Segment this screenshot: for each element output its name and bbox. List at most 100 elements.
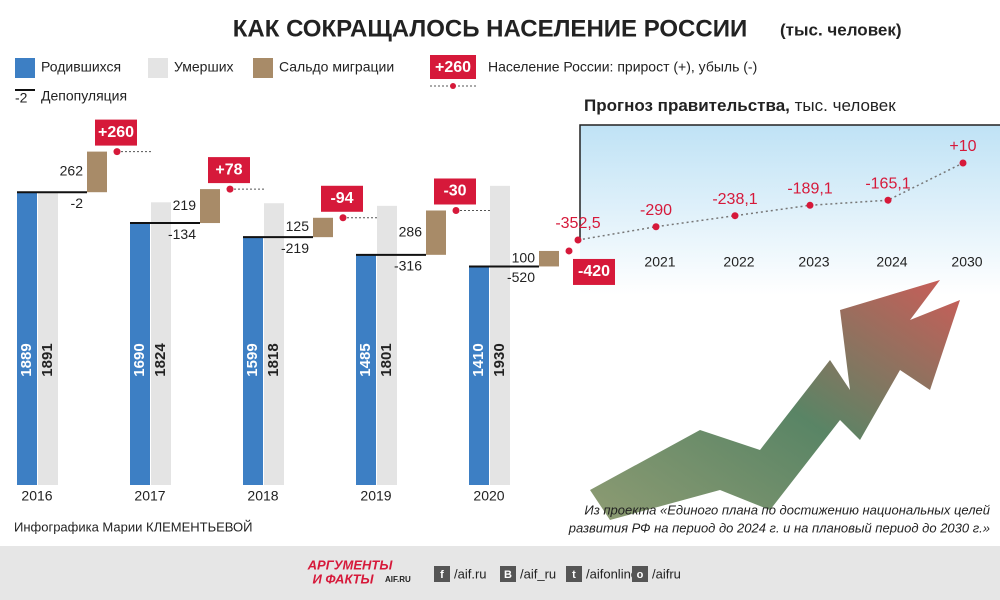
change-box bbox=[573, 258, 615, 285]
source: развития РФ на период до 2024 г. и на пл… bbox=[568, 520, 990, 535]
births-label: 1410 bbox=[470, 343, 487, 376]
social-icon-letter: t bbox=[572, 569, 576, 581]
change-label: -30 bbox=[443, 183, 466, 200]
year-label: 2019 bbox=[360, 488, 391, 504]
depopulation-label: -2 bbox=[71, 195, 84, 211]
crowd-arrow bbox=[590, 280, 960, 520]
social-icon-letter: o bbox=[637, 569, 644, 581]
bar-births bbox=[130, 223, 150, 486]
legend-label: Умерших bbox=[174, 59, 234, 75]
deaths-label: 1824 bbox=[152, 343, 169, 377]
social-icon bbox=[566, 566, 582, 582]
change-dot bbox=[339, 214, 347, 222]
forecast-title-main: Прогноз правительства, bbox=[584, 96, 790, 115]
bar-deaths bbox=[490, 185, 510, 485]
forecast-line bbox=[577, 162, 964, 241]
bar-deaths bbox=[151, 202, 171, 485]
legend-label: Депопуляция bbox=[41, 88, 127, 104]
forecast-dot bbox=[806, 201, 814, 209]
legend-swatch bbox=[148, 58, 168, 78]
bar-deaths bbox=[38, 191, 58, 485]
forecast-label: -352,5 bbox=[555, 215, 600, 232]
bar-births bbox=[243, 237, 263, 485]
bar-migration bbox=[539, 250, 559, 267]
forecast-dot bbox=[959, 159, 967, 167]
forecast-dot bbox=[574, 236, 582, 244]
social-handle: /aif_ru bbox=[520, 566, 556, 581]
births-label: 1599 bbox=[244, 343, 261, 376]
forecast-subtitle: тыс. человек bbox=[795, 96, 897, 115]
forecast-dot bbox=[731, 212, 739, 220]
social-icon bbox=[632, 566, 648, 582]
bar-deaths bbox=[377, 205, 397, 485]
social-icon-letter: f bbox=[440, 569, 444, 581]
legend-label: Сальдо миграции bbox=[279, 59, 394, 75]
legend-swatch bbox=[430, 55, 476, 79]
legend-label: Родившихся bbox=[41, 59, 121, 75]
year-label: 2020 bbox=[473, 488, 504, 504]
sky bbox=[580, 125, 1000, 295]
forecast-year: 2023 bbox=[798, 254, 829, 270]
migration-label: 262 bbox=[60, 163, 84, 179]
deaths-label: 1801 bbox=[378, 343, 395, 376]
legend-swatch bbox=[15, 58, 35, 78]
social-icon bbox=[434, 566, 450, 582]
change-label: -94 bbox=[330, 190, 353, 207]
change-label: +260 bbox=[98, 124, 134, 141]
deaths-label: 1891 bbox=[39, 343, 56, 376]
bar-deaths bbox=[264, 203, 284, 485]
logo: И ФАКТЫ bbox=[312, 571, 374, 586]
change-dot bbox=[565, 247, 573, 255]
change-dot bbox=[226, 185, 234, 193]
forecast-dot bbox=[884, 196, 892, 204]
legend-sample: -2 bbox=[15, 90, 28, 106]
social-icon bbox=[500, 566, 516, 582]
forecast-title: Прогноз правительства, тыс. человек bbox=[584, 96, 896, 115]
depopulation-label: -219 bbox=[281, 240, 309, 256]
migration-label: 219 bbox=[173, 197, 197, 213]
change-box bbox=[208, 157, 250, 184]
depopulation-label: -316 bbox=[394, 258, 422, 274]
forecast-year: 2021 bbox=[644, 254, 675, 270]
change-box bbox=[95, 119, 137, 146]
bar-births bbox=[356, 254, 376, 485]
title: КАК СОКРАЩАЛОСЬ НАСЕЛЕНИЕ РОССИИ bbox=[233, 15, 747, 42]
bar-births bbox=[469, 266, 489, 485]
depopulation-label: -134 bbox=[168, 226, 196, 242]
change-dot bbox=[113, 148, 121, 156]
change-box bbox=[434, 178, 476, 205]
social-icon-letter: B bbox=[504, 569, 512, 581]
source: Из проекта «Единого плана по достижению … bbox=[584, 502, 990, 517]
deaths-label: 1930 bbox=[491, 343, 508, 376]
migration-label: 125 bbox=[286, 218, 310, 234]
legend-label: Население России: прирост (+), убыль (-) bbox=[488, 59, 757, 75]
subtitle: (тыс. человек) bbox=[780, 20, 902, 39]
forecast-year: 2022 bbox=[723, 254, 754, 270]
depopulation-label: -520 bbox=[507, 269, 535, 285]
change-label: -420 bbox=[578, 263, 610, 280]
bar-migration bbox=[313, 217, 333, 238]
social-handle: /aifru bbox=[652, 566, 681, 581]
change-dot bbox=[452, 206, 460, 214]
logo: АРГУМЕНТЫ bbox=[307, 557, 394, 572]
forecast-label: -290 bbox=[640, 202, 672, 219]
births-label: 1690 bbox=[131, 343, 148, 376]
forecast-year: 2024 bbox=[876, 254, 907, 270]
bar-births bbox=[17, 192, 37, 485]
migration-label: 100 bbox=[512, 249, 536, 265]
forecast-bracket bbox=[579, 124, 1000, 240]
bar-migration bbox=[426, 210, 446, 255]
legend-swatch bbox=[253, 58, 273, 78]
migration-label: 286 bbox=[399, 223, 423, 239]
bar-migration bbox=[200, 189, 220, 224]
change-label: +78 bbox=[215, 161, 242, 178]
change-box bbox=[321, 185, 363, 212]
forecast-label: -165,1 bbox=[865, 175, 910, 192]
births-label: 1485 bbox=[357, 343, 374, 376]
legend-dot bbox=[450, 83, 456, 89]
deaths-label: 1818 bbox=[265, 343, 282, 376]
forecast-label: +10 bbox=[949, 138, 976, 155]
logo: AIF.RU bbox=[385, 575, 411, 584]
